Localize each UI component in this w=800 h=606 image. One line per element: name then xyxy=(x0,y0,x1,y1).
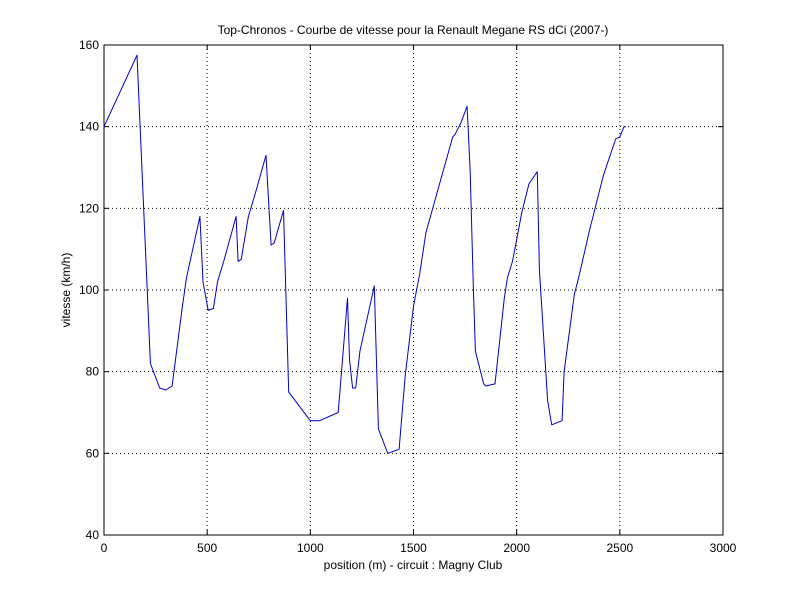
tick-layer: 0 500 1000 1500 2000 2500 3000 40 60 80 100 120 140 1… xyxy=(79,38,737,555)
x-axis-label: position (m) - circuit : Magny Club xyxy=(324,558,503,572)
grid-layer xyxy=(104,45,723,535)
x-tick-label: 2500 xyxy=(606,541,633,555)
y-tick-label: 140 xyxy=(79,120,99,134)
chart-title: Top-Chronos - Courbe de vitesse pour la … xyxy=(218,23,609,37)
y-tick-label: 40 xyxy=(86,528,100,542)
y-tick-label: 120 xyxy=(79,201,99,215)
x-tick-label: 1500 xyxy=(400,541,427,555)
x-tick-label: 0 xyxy=(101,541,108,555)
y-tick-label: 60 xyxy=(86,446,100,460)
series-layer xyxy=(103,54,626,454)
x-tick-label: 500 xyxy=(197,541,217,555)
y-tick-label: 100 xyxy=(79,283,99,297)
speed-series-line xyxy=(103,54,626,454)
x-tick-label: 1000 xyxy=(297,541,324,555)
y-tick-label: 80 xyxy=(86,365,100,379)
x-tick-label: 2000 xyxy=(503,541,530,555)
y-tick-label: 160 xyxy=(79,38,99,52)
y-axis-label: vitesse (km/h) xyxy=(59,253,73,328)
x-tick-label: 3000 xyxy=(710,541,737,555)
